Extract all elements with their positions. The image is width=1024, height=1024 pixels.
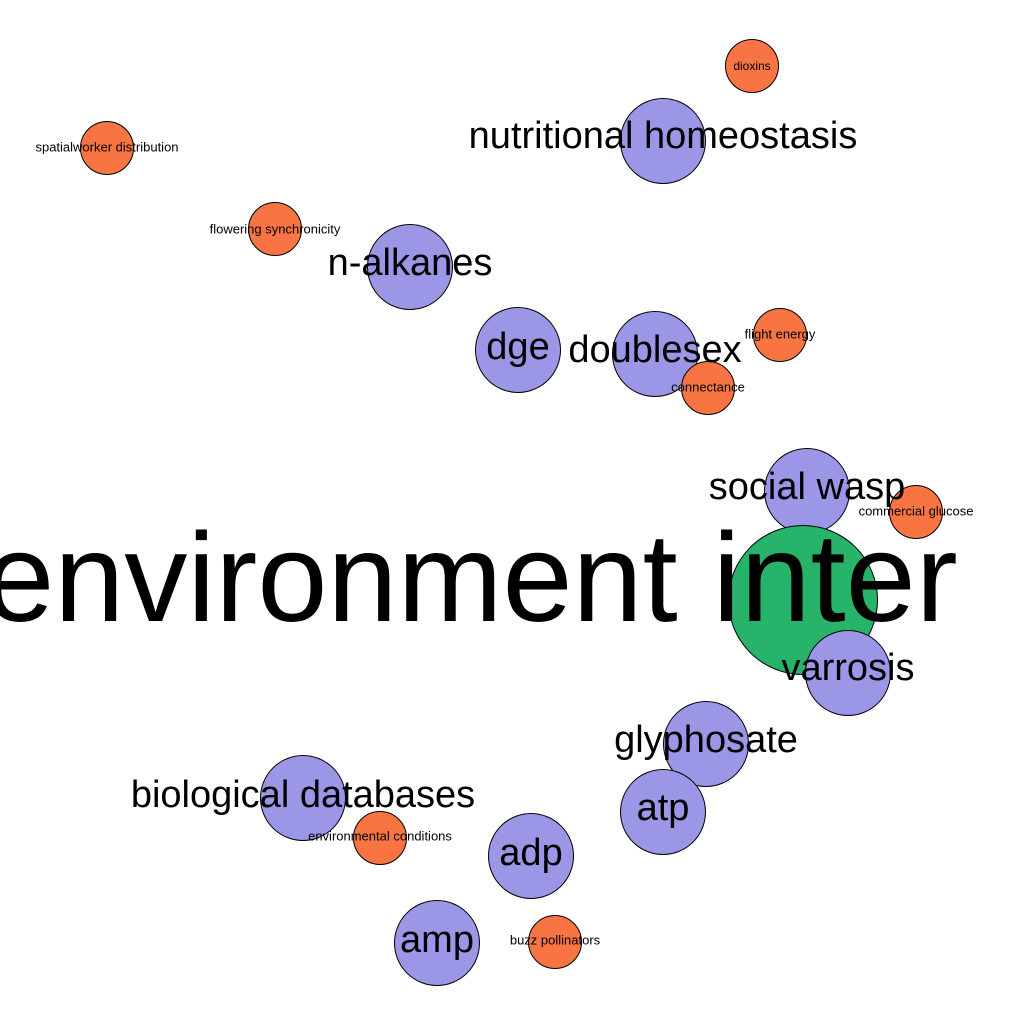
- atp-node[interactable]: [620, 769, 706, 855]
- connectance-label: connectance: [671, 379, 745, 395]
- environmental-conditions-node[interactable]: [353, 811, 407, 865]
- social-wasp-node[interactable]: [764, 448, 850, 534]
- dioxins-node[interactable]: [725, 39, 779, 93]
- nutritional-homeostasis-label: nutritional homeostasis: [468, 115, 858, 157]
- amp-node[interactable]: [394, 900, 480, 986]
- buzz-pollinators-node[interactable]: [528, 915, 582, 969]
- flight-energy-label: flight energy: [744, 326, 816, 342]
- social-wasp-label: social wasp: [708, 466, 906, 508]
- adp-node[interactable]: [488, 813, 574, 899]
- doublesex-label: doublesex: [568, 329, 742, 371]
- adp-label: adp: [499, 832, 563, 874]
- n-alkanes-node[interactable]: [367, 224, 453, 310]
- spatialworker-distribution-node[interactable]: [80, 121, 134, 175]
- flight-energy-node[interactable]: [753, 308, 807, 362]
- varrosis-node[interactable]: [805, 630, 891, 716]
- central-term-label: -environment inter: [0, 507, 958, 648]
- commercial-glucose-node[interactable]: [889, 485, 943, 539]
- glyphosate-label: glyphosate: [614, 719, 798, 761]
- flowering-synchronicity-node[interactable]: [248, 202, 302, 256]
- spatialworker-distribution-label: spatialworker distribution: [35, 139, 179, 155]
- nutritional-homeostasis-node[interactable]: [620, 98, 706, 184]
- atp-label: atp: [636, 787, 690, 829]
- n-alkanes-label: n-alkanes: [327, 242, 493, 284]
- flowering-synchronicity-label: flowering synchronicity: [209, 221, 341, 237]
- dge-label: dge: [486, 326, 550, 368]
- biological-databases-label: biological databases: [130, 774, 476, 816]
- connectance-node[interactable]: [681, 361, 735, 415]
- buzz-pollinators-label: buzz pollinators: [509, 932, 601, 948]
- dioxins-label: dioxins: [733, 59, 771, 73]
- commercial-glucose-label: commercial glucose: [858, 503, 974, 519]
- biological-databases-node[interactable]: [260, 755, 346, 841]
- amp-label: amp: [400, 919, 474, 961]
- environmental-conditions-label: environmental conditions: [308, 828, 452, 844]
- dge-node[interactable]: [475, 307, 561, 393]
- varrosis-label: varrosis: [781, 647, 915, 689]
